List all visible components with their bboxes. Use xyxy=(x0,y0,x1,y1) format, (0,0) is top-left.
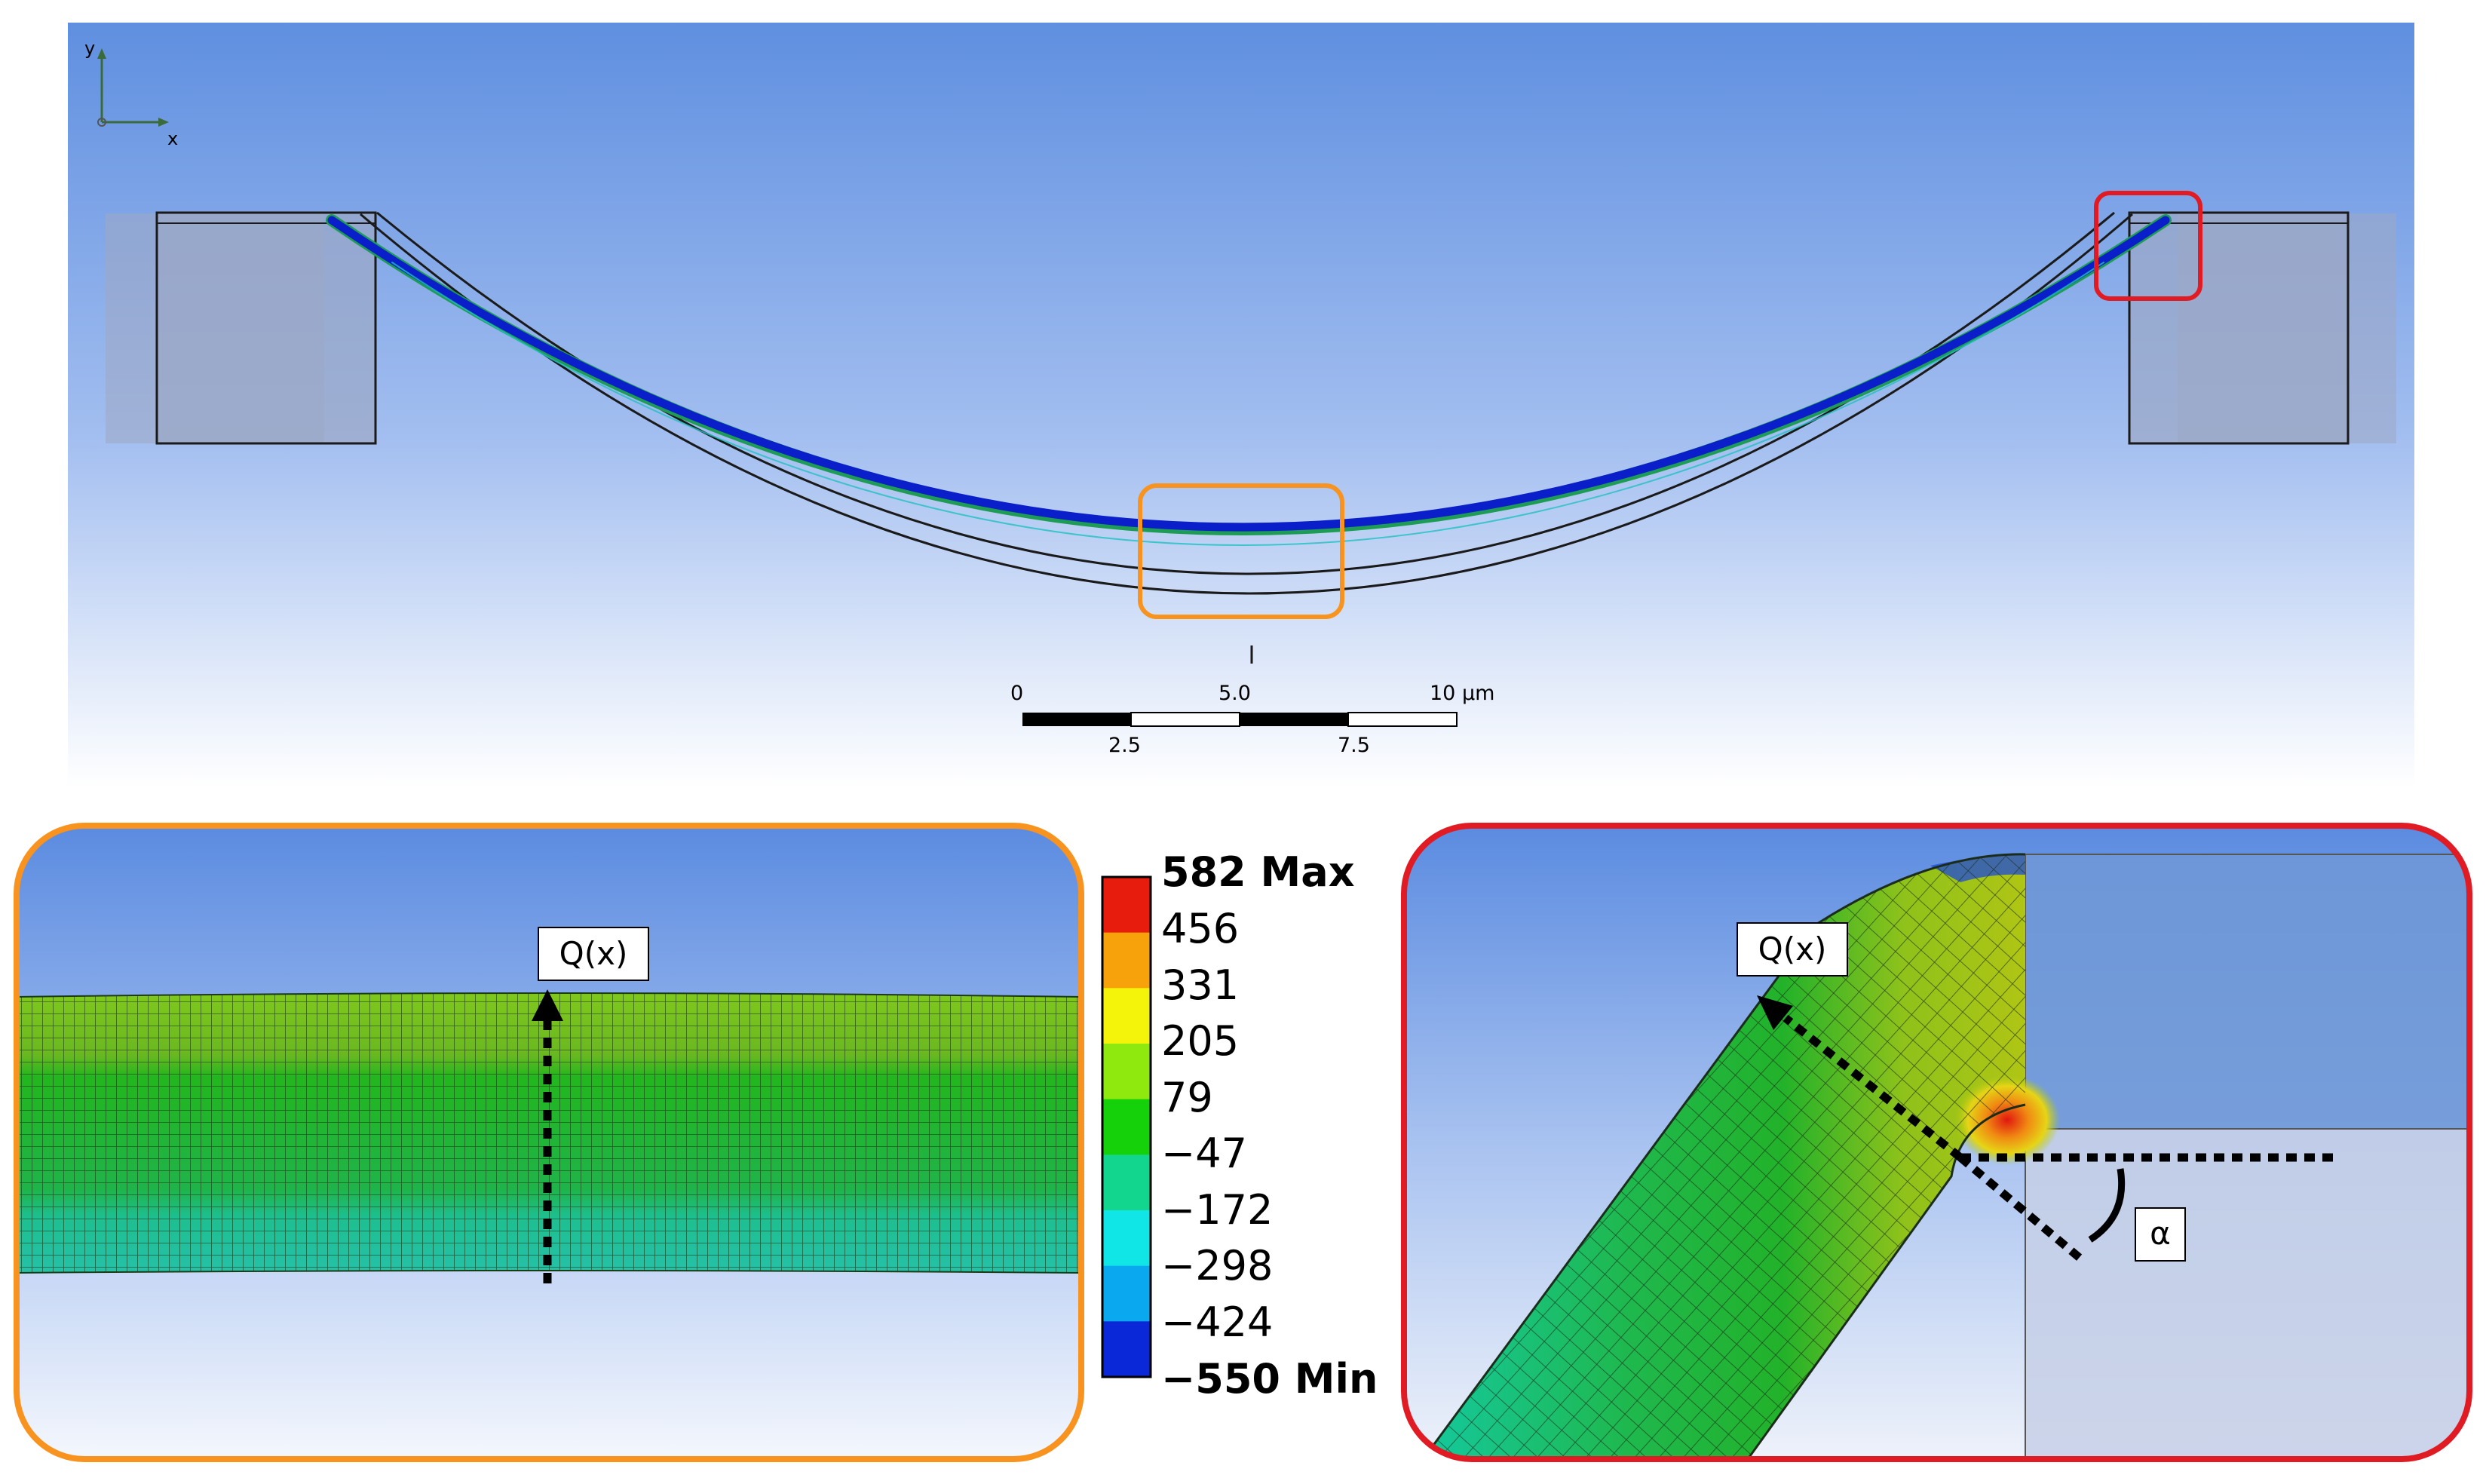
left-q-label-text: Q(x) xyxy=(559,935,628,972)
right-inset-border xyxy=(1401,823,2472,1462)
scale-label-0: 0 xyxy=(1010,682,1023,705)
right-support xyxy=(2128,211,2396,445)
legend-level-5: −47 xyxy=(1161,1130,1247,1177)
legend-band-1 xyxy=(1102,877,1151,934)
right-support-block xyxy=(2128,211,2350,445)
legend-level-3: 205 xyxy=(1161,1017,1239,1065)
angle-indicator xyxy=(1957,1153,2337,1262)
top-panel-background xyxy=(68,23,2414,788)
scale-seg-1 xyxy=(1022,713,1131,726)
legend-level-7: −298 xyxy=(1161,1242,1273,1289)
scale-label-2-5: 2.5 xyxy=(1108,734,1141,757)
left-q-arrowhead xyxy=(532,989,563,1021)
coordinate-triad: y x xyxy=(84,38,178,149)
left-support xyxy=(106,211,377,445)
legend-level-2: 331 xyxy=(1161,961,1239,1009)
scale-seg-2 xyxy=(1130,712,1240,727)
deformed-beam xyxy=(326,214,2172,546)
right-q-label-text: Q(x) xyxy=(1758,931,1827,967)
triad-x-label: x xyxy=(167,128,178,149)
legend-band-7 xyxy=(1102,1210,1151,1267)
top-panel: y x xyxy=(68,23,2414,788)
left-inset-beam-bottom-edge xyxy=(17,1270,1081,1274)
right-q-label-box xyxy=(1737,922,1848,977)
triad-x-arrowhead xyxy=(158,118,169,127)
legend-level-1: 456 xyxy=(1161,905,1239,952)
legend-color-bar xyxy=(1102,877,1151,1378)
legend-color-bar-frame xyxy=(1101,875,1152,1378)
scale-bar: 0 5.0 10 µm 2.5 7.5 xyxy=(1010,682,1494,757)
legend-band-8 xyxy=(1102,1265,1151,1322)
right-q-arrowhead xyxy=(1757,995,1793,1030)
legend-max-label: 582 Max xyxy=(1161,848,1355,896)
support-upper-face xyxy=(2025,854,2469,1129)
angle-arc xyxy=(2088,1168,2126,1243)
angle-label: α xyxy=(2135,1207,2186,1262)
right-inset-support xyxy=(2025,854,2469,1459)
scale-label-10: 10 µm xyxy=(1430,682,1494,705)
scale-label-5: 5.0 xyxy=(1218,682,1251,705)
legend-level-4: 79 xyxy=(1161,1074,1213,1121)
undeformed-lower-edge xyxy=(360,213,2133,595)
legend-band-5 xyxy=(1102,1099,1151,1155)
scale-label-7-5: 7.5 xyxy=(1338,734,1370,757)
left-q-arrow xyxy=(532,989,563,1283)
scale-seg-4 xyxy=(1347,712,1458,727)
legend-min-label: −550 Min xyxy=(1161,1355,1378,1403)
corner-beam-mesh xyxy=(1418,854,2025,1459)
deformed-beam-highlight xyxy=(391,262,2104,546)
legend-band-9 xyxy=(1102,1321,1151,1378)
angle-label-box xyxy=(2135,1207,2186,1262)
orange-zoom-box xyxy=(1138,483,1344,619)
right-q-label: Q(x) xyxy=(1737,922,1848,977)
red-zoom-box xyxy=(2094,191,2202,301)
triad-y-label: y xyxy=(84,38,95,59)
triad-origin xyxy=(97,118,106,127)
scale-seg-3 xyxy=(1240,713,1348,726)
triad-y-arrowhead xyxy=(97,48,106,59)
legend-band-2 xyxy=(1102,932,1151,989)
left-inset: Q(x) xyxy=(14,823,1084,1462)
corner-beam-outline xyxy=(1416,853,2026,1459)
angle-label-text: α xyxy=(2150,1215,2171,1252)
stress-legend: 582 Max 456 331 205 79 −47 −172 −298 −42… xyxy=(1101,848,1378,1403)
left-q-label: Q(x) xyxy=(538,927,649,981)
right-inset: Q(x) α xyxy=(1401,823,2472,1462)
legend-level-6: −172 xyxy=(1161,1186,1273,1234)
legend-level-8: −424 xyxy=(1161,1298,1273,1346)
legend-band-4 xyxy=(1102,1044,1151,1100)
angle-diagonal-line xyxy=(1957,1154,2083,1262)
support-lower-face xyxy=(2025,1129,2469,1459)
left-q-label-box xyxy=(538,927,649,981)
right-inset-beam xyxy=(1416,853,2060,1459)
right-q-arrow xyxy=(1757,995,1963,1161)
legend-band-3 xyxy=(1102,988,1151,1044)
left-inset-border xyxy=(14,823,1084,1462)
deformed-beam-core xyxy=(327,216,2170,532)
left-support-block xyxy=(155,211,377,445)
right-q-arrow-line xyxy=(1783,1014,1963,1161)
legend-band-6 xyxy=(1102,1154,1151,1211)
